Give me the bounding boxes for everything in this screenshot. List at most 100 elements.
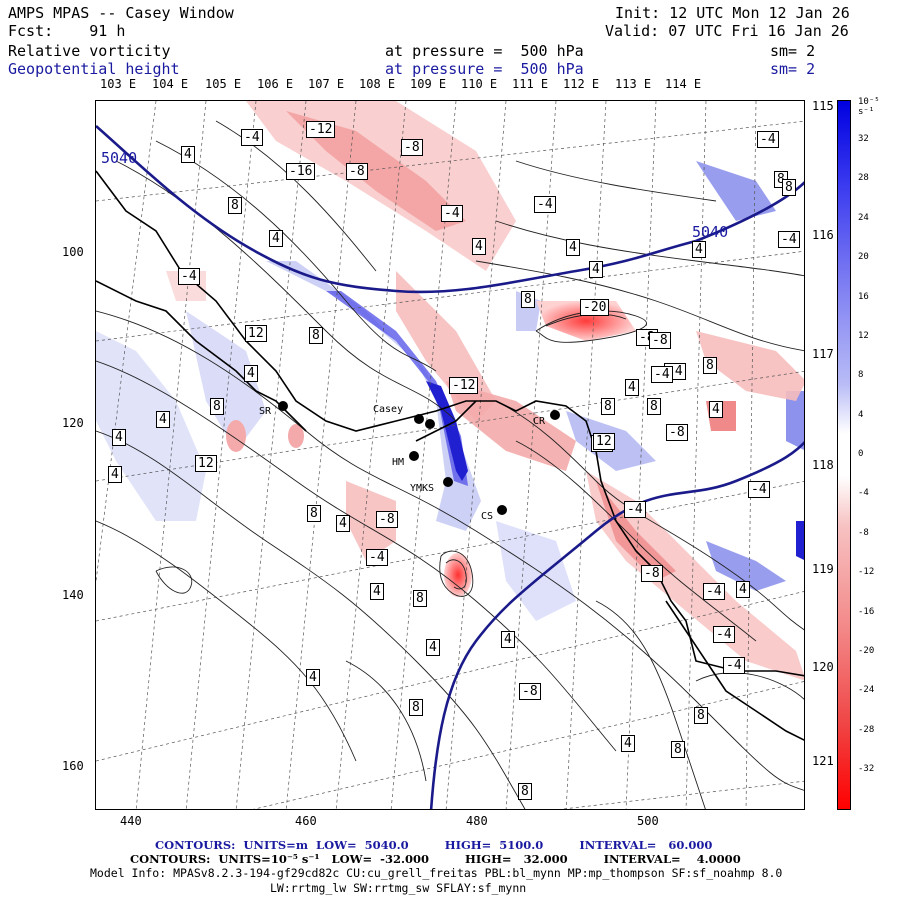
vorticity-contour-label: -8 bbox=[666, 424, 688, 441]
field1-level: at pressure = 500 hPa bbox=[385, 42, 584, 60]
field1-name: Relative vorticity bbox=[8, 42, 171, 60]
geopotential-height-contours bbox=[96, 125, 804, 809]
vorticity-contour-label: -8 bbox=[401, 139, 423, 156]
field2-name: Geopotential height bbox=[8, 60, 180, 78]
station-label: HM bbox=[392, 457, 405, 468]
vorticity-contour-label: -4 bbox=[703, 583, 725, 600]
station-label: YMKS bbox=[410, 483, 435, 494]
colorbar-tick: -20 bbox=[858, 645, 875, 656]
vorticity-contour-label: -4 bbox=[178, 268, 200, 285]
vorticity-contour-label: 12 bbox=[195, 455, 217, 472]
colorbar-tick: -12 bbox=[858, 567, 875, 578]
vorticity-contour-label: 4 bbox=[269, 230, 283, 247]
vorticity-contour-label: 4 bbox=[621, 735, 635, 752]
vorticity-contour-label: 8 bbox=[647, 398, 661, 415]
vorticity-contour-label: 4 bbox=[156, 411, 170, 428]
vorticity-contour-label: 12 bbox=[245, 325, 267, 342]
vorticity-contour-label: 4 bbox=[181, 146, 195, 163]
vorticity-contour-label: 4 bbox=[108, 466, 122, 483]
model-info-2: LW:rrtmg_lw SW:rrtmg_sw SFLAY:sf_mynn bbox=[270, 881, 527, 895]
vorticity-contour-label: -4 bbox=[748, 481, 770, 498]
valid-time: Valid: 07 UTC Fri 16 Jan 26 bbox=[605, 22, 849, 40]
vorticity-contour-label: 4 bbox=[336, 515, 350, 532]
vorticity-contour-label: 4 bbox=[244, 365, 258, 382]
vorticity-contour-label: 8 bbox=[409, 699, 423, 716]
colorbar-tick: 24 bbox=[858, 212, 869, 223]
station-label: Casey bbox=[373, 404, 404, 415]
vorticity-contour-label: -8 bbox=[519, 683, 541, 700]
colorbar-tick: 4 bbox=[858, 409, 864, 420]
longitude-label: 114 E bbox=[665, 77, 702, 91]
vorticity-contour-label: 8 bbox=[671, 741, 685, 758]
longitude-label: 108 E bbox=[359, 77, 396, 91]
height-label: 5040 bbox=[692, 223, 729, 241]
forecast-hour: Fcst: 91 h bbox=[8, 22, 126, 40]
height-label: 5040 bbox=[101, 149, 138, 167]
longitude-label: 109 E bbox=[410, 77, 447, 91]
vorticity-contour-label: -4 bbox=[366, 549, 388, 566]
footer-height-contours: CONTOURS: UNITS=m LOW= 5040.0 HIGH= 5100… bbox=[155, 838, 713, 852]
field2-smoothing: sm= 2 bbox=[770, 60, 816, 78]
longitude-label: 103 E bbox=[100, 77, 137, 91]
colorbar-tick: -32 bbox=[858, 764, 875, 774]
vorticity-contour-label: -16 bbox=[286, 163, 316, 180]
vorticity-contour-label: 8 bbox=[210, 398, 224, 415]
colorbar-tick: -8 bbox=[858, 527, 869, 538]
vorticity-contour-label: 4 bbox=[306, 669, 320, 686]
footer-vorticity-contours: CONTOURS: UNITS=10⁻⁵ s⁻¹ LOW= -32.000 HI… bbox=[130, 852, 741, 866]
longitude-label: 113 E bbox=[615, 77, 652, 91]
longitude-label: 110 E bbox=[461, 77, 498, 91]
vorticity-contour-label: 8 bbox=[703, 357, 717, 374]
vorticity-contour-label: -4 bbox=[534, 196, 556, 213]
negative-vorticity-fill bbox=[166, 101, 804, 681]
model-info: Model Info: MPASv8.2.3-194-gf29cd82c CU:… bbox=[90, 866, 783, 880]
vorticity-contour-label: -8 bbox=[649, 332, 671, 349]
field1-smoothing: sm= 2 bbox=[770, 42, 816, 60]
longitude-label: 111 E bbox=[512, 77, 549, 91]
vorticity-contour-label: -20 bbox=[580, 299, 610, 316]
vorticity-contour-label: -4 bbox=[723, 657, 745, 674]
vorticity-contour-label: -4 bbox=[624, 501, 646, 518]
vorticity-contour-label: -4 bbox=[713, 626, 735, 643]
vorticity-contour-label: 4 bbox=[501, 631, 515, 648]
map-plot[interactable]: 5040 5040 -4 -12 -8 -16 -8 4 8 4 -4 -4 4 4 8 -4 -20 -8-… bbox=[95, 100, 805, 810]
colorbar-tick: -16 bbox=[858, 606, 875, 617]
vorticity-contour-label: -4 bbox=[241, 129, 263, 146]
vorticity-contour-label: 4 bbox=[472, 238, 486, 255]
vorticity-contour-label: 8 bbox=[309, 327, 323, 344]
vorticity-contour-label: -4 bbox=[778, 231, 800, 248]
vorticity-contour-label: 8 bbox=[307, 505, 321, 522]
station-label: CS bbox=[481, 511, 494, 522]
model-title: AMPS MPAS -- Casey Window bbox=[8, 4, 234, 22]
colorbar-tick: 8 bbox=[858, 370, 864, 381]
longitude-label: 106 E bbox=[257, 77, 294, 91]
vorticity-contour-label: 4 bbox=[709, 401, 723, 418]
y-tick: 140 bbox=[62, 588, 84, 602]
colorbar-tick: -24 bbox=[858, 685, 875, 696]
colorbar-tick: 12 bbox=[858, 330, 869, 341]
vorticity-contour-label: 4 bbox=[370, 583, 384, 600]
longitude-label: 112 E bbox=[563, 77, 600, 91]
vorticity-contour-label: 8 bbox=[601, 398, 615, 415]
coastline bbox=[96, 170, 804, 741]
vorticity-contour-label: 8 bbox=[782, 179, 796, 196]
colorbar-tick: -28 bbox=[858, 724, 875, 735]
vorticity-contour-label: -4 bbox=[651, 366, 673, 383]
y-tick: 160 bbox=[62, 759, 84, 773]
x-tick: 460 bbox=[295, 814, 317, 828]
vorticity-contour-label: 12 bbox=[593, 433, 615, 450]
colorbar-units: 10⁻⁵ s⁻¹ bbox=[858, 97, 880, 117]
vorticity-contour-label: -8 bbox=[376, 511, 398, 528]
x-tick: 440 bbox=[120, 814, 142, 828]
vorticity-contour-label: 4 bbox=[589, 261, 603, 278]
map-svg bbox=[96, 101, 804, 809]
colorbar-tick: 32 bbox=[858, 134, 869, 144]
vorticity-contour-label: -4 bbox=[441, 205, 463, 222]
x-tick: 480 bbox=[466, 814, 488, 828]
longitude-label: 105 E bbox=[205, 77, 242, 91]
vorticity-contour-label: 8 bbox=[694, 707, 708, 724]
vorticity-contour-label: 8 bbox=[228, 197, 242, 214]
station-label: CR bbox=[533, 416, 546, 427]
colorbar-tick: 20 bbox=[858, 252, 869, 263]
vorticity-contour-label: -8 bbox=[346, 163, 368, 180]
